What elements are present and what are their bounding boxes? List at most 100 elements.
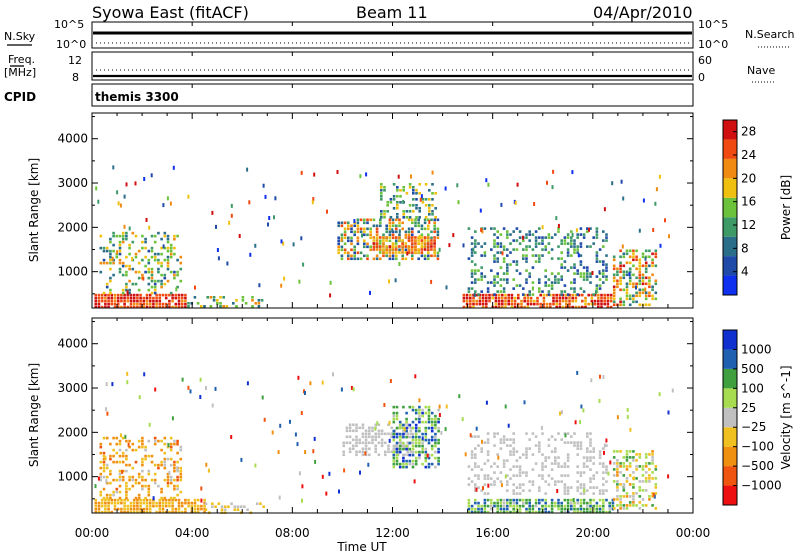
velocity-cell	[414, 435, 418, 439]
velocity-cell	[125, 484, 128, 488]
velocity-cell	[118, 478, 122, 482]
power-cell	[157, 267, 160, 271]
velocity-cell	[644, 471, 648, 474]
power-cell	[343, 236, 347, 240]
power-cell	[166, 258, 170, 262]
power-cell	[616, 267, 619, 271]
velocity-cell	[547, 504, 551, 508]
power-cell	[356, 251, 360, 255]
velocity-cell	[180, 510, 184, 514]
power-cell	[107, 299, 110, 303]
power-cell	[337, 224, 340, 228]
power-sparse-cell	[123, 224, 126, 229]
power-sparse-cell	[398, 229, 401, 234]
velocity-cell	[142, 507, 146, 511]
velocity-cell	[651, 459, 654, 462]
power-cell	[595, 233, 599, 236]
velocity-sparse-cell	[507, 423, 510, 428]
velocity-sparse-cell	[148, 422, 151, 427]
power-cell	[353, 230, 356, 234]
power-cell	[622, 303, 626, 307]
power-cell	[609, 293, 613, 297]
velocity-cell	[592, 498, 595, 502]
velocity-cell	[619, 465, 622, 468]
power-cell	[109, 288, 112, 292]
velocity-cell	[173, 487, 176, 491]
velocity-cell	[616, 504, 619, 507]
velocity-cell	[105, 463, 109, 467]
power-cell	[173, 234, 176, 238]
power-cell	[171, 305, 174, 309]
velocity-cell	[126, 510, 130, 514]
power-sparse-cell	[282, 241, 285, 246]
power-cell	[504, 299, 507, 303]
power-cell	[353, 233, 356, 237]
velocity-cell	[477, 486, 480, 489]
velocity-sparse-cell	[189, 389, 192, 394]
power-cell	[141, 234, 144, 238]
power-cell	[389, 216, 393, 219]
power-cell	[343, 242, 347, 246]
velocity-cell	[115, 487, 119, 491]
power-cell	[177, 305, 181, 309]
power-cell	[123, 302, 126, 306]
power-cell	[187, 305, 190, 308]
velocity-sparse-cell	[438, 404, 441, 409]
velocity-cell	[467, 501, 471, 505]
power-cell	[412, 198, 415, 201]
power-cell	[512, 230, 515, 233]
velocity-cell	[147, 484, 151, 488]
velocity-sparse-cell	[298, 471, 301, 476]
velocity-cell	[155, 510, 158, 514]
power-cell	[141, 258, 144, 262]
power-cell	[654, 297, 658, 301]
power-cell	[356, 239, 360, 243]
velocity-cell	[123, 501, 126, 505]
velocity-cell	[100, 501, 104, 505]
velocity-cell	[483, 474, 487, 477]
power-cell	[131, 282, 135, 286]
power-cell	[552, 293, 555, 297]
velocity-sparse-cell	[658, 392, 661, 397]
power-cell	[590, 299, 594, 303]
power-cell	[598, 284, 602, 287]
velocity-sparse-cell	[482, 486, 484, 491]
power-cell	[579, 263, 583, 266]
power-cell	[632, 252, 635, 256]
velocity-cell	[619, 501, 622, 504]
power-cell	[504, 305, 507, 309]
velocity-cell	[120, 501, 123, 505]
velocity-cell	[509, 504, 512, 508]
power-cell	[402, 210, 405, 213]
velocity-cell	[563, 498, 567, 502]
power-cell	[402, 189, 405, 192]
power-sparse-cell	[215, 224, 217, 229]
power-cell	[638, 288, 642, 292]
velocity-cell	[560, 480, 563, 483]
velocity-cell	[622, 474, 626, 477]
power-cell	[121, 273, 125, 277]
power-cell	[428, 207, 431, 210]
power-cell	[401, 221, 404, 225]
velocity-cell	[502, 501, 506, 505]
velocity-cell	[345, 441, 349, 445]
power-cell	[420, 245, 424, 248]
velocity-cell	[384, 453, 387, 457]
power-colorbar-tick-label: 12	[741, 218, 756, 232]
velocity-cell	[361, 426, 365, 430]
velocity-cell	[502, 459, 506, 462]
power-cell	[515, 269, 519, 272]
velocity-cell	[166, 478, 170, 482]
power-cell	[480, 272, 483, 275]
power-sparse-cell	[659, 243, 662, 248]
velocity-cell	[648, 477, 651, 480]
power-cell	[518, 242, 522, 245]
velocity-cell	[544, 465, 547, 468]
power-cell	[379, 257, 382, 261]
velocity-cell	[616, 468, 619, 471]
power-cell	[405, 192, 409, 195]
power-sparse-cell	[472, 247, 475, 252]
power-cell	[579, 272, 583, 275]
power-cell	[350, 236, 353, 240]
power-cell	[408, 210, 412, 213]
